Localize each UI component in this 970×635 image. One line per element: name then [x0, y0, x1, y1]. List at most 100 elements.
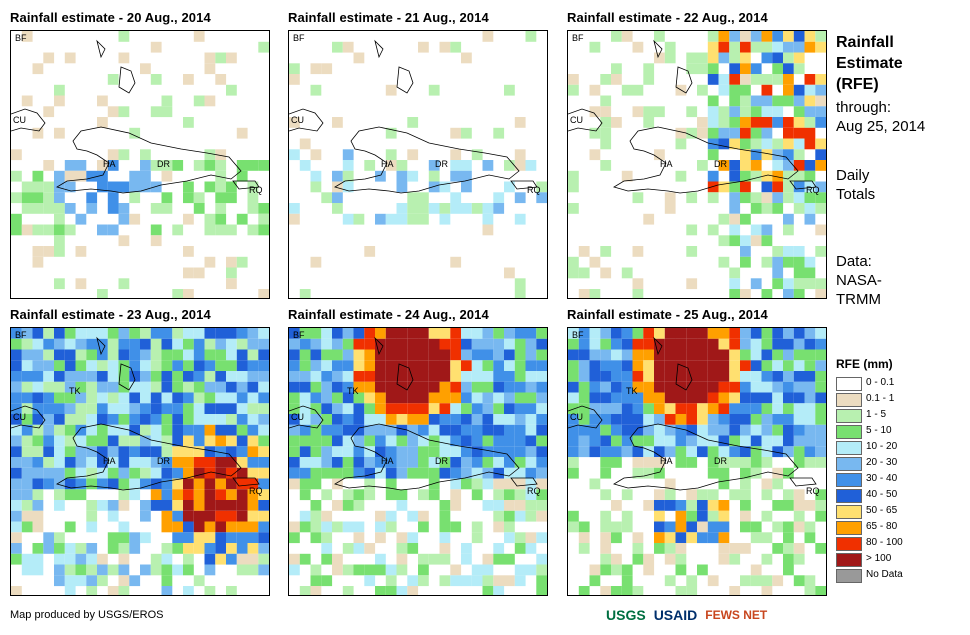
coastline [118, 363, 136, 391]
rainfall-cell [525, 371, 537, 382]
rainfall-cell [418, 203, 429, 214]
rainfall-cell [321, 532, 333, 544]
rainfall-cell [740, 106, 751, 118]
rainfall-cell [247, 446, 259, 458]
rainfall-cell [815, 74, 826, 85]
rainfall-cell [493, 403, 505, 415]
rainfall-cell [439, 41, 451, 53]
rainfall-cell [589, 414, 601, 425]
rainfall-cell [707, 360, 719, 372]
rainfall-cell [21, 392, 33, 404]
rainfall-cell [289, 338, 300, 350]
rainfall-cell [150, 414, 162, 425]
rainfall-cell [461, 338, 472, 350]
rainfall-cell [611, 360, 622, 372]
rainfall-cell [461, 203, 472, 214]
panel-title-2: Rainfall estimate - 21 Aug., 2014 [288, 10, 489, 25]
rainfall-cell [740, 349, 751, 361]
rainfall-cell [172, 371, 184, 382]
rainfall-cell [504, 467, 515, 479]
rainfall-cell [632, 403, 644, 415]
rainfall-cell [525, 489, 537, 501]
rainfall-cell [568, 392, 579, 404]
rainfall-cell [204, 63, 216, 75]
rainfall-cell [514, 328, 526, 339]
rainfall-cell [761, 31, 773, 42]
rainfall-cell [804, 256, 816, 268]
rainfall-cell [621, 349, 633, 361]
rainfall-cell [236, 349, 248, 361]
rainfall-cell [140, 564, 151, 576]
rainfall-cell [439, 424, 451, 436]
rainfall-cell [193, 381, 205, 393]
rainfall-cell [793, 457, 805, 468]
rainfall-cell [697, 510, 708, 522]
rainfall-cell [247, 192, 259, 204]
rainfall-cell [310, 84, 322, 96]
rainfall-cell [364, 489, 376, 501]
rainfall-cell [632, 457, 644, 468]
rainfall-cell [97, 371, 108, 382]
rainfall-cell [740, 446, 751, 458]
rainfall-cell [418, 328, 429, 339]
rainfall-cell [675, 435, 687, 447]
rainfall-cell [461, 181, 472, 193]
rainfall-cell [783, 160, 794, 171]
rainfall-cell [332, 553, 343, 565]
rainfall-cell [299, 360, 311, 372]
rainfall-cell [600, 160, 612, 171]
rainfall-cell [772, 203, 784, 214]
rainfall-cell [568, 381, 579, 393]
rainfall-cell [804, 349, 816, 361]
rainfall-cell [772, 31, 784, 42]
legend-swatch [836, 409, 862, 423]
rainfall-cell [236, 478, 248, 490]
rainfall-cell [600, 532, 612, 544]
rainfall-cell [129, 424, 141, 436]
rainfall-cell [118, 543, 130, 554]
rainfall-cell [353, 500, 365, 511]
rainfall-cell [493, 457, 505, 468]
rainfall-cell [183, 532, 194, 544]
rainfall-cell [471, 467, 483, 479]
rainfall-cell [375, 392, 386, 404]
rainfall-cell [750, 414, 762, 425]
rainfall-cell [804, 31, 816, 42]
rainfall-cell [600, 246, 612, 257]
rainfall-cell [418, 521, 429, 533]
rainfall-cell [600, 521, 612, 533]
rainfall-cell [11, 543, 22, 554]
rainfall-cell [342, 467, 354, 479]
rainfall-cell [299, 289, 311, 298]
rainfall-cell [611, 521, 622, 533]
rainfall-cell [418, 338, 429, 350]
rainfall-cell [761, 424, 773, 436]
rainfall-cell [729, 160, 741, 171]
rainfall-cell [611, 446, 622, 458]
rainfall-cell [258, 371, 269, 382]
rainfall-cell [364, 467, 376, 479]
rainfall-cell [193, 371, 205, 382]
rainfall-cell [707, 224, 719, 236]
rainfall-cell [332, 203, 343, 214]
rainfall-cell [140, 170, 151, 182]
rainfall-cell [215, 424, 227, 436]
rainfall-grid [11, 31, 269, 298]
rainfall-cell [299, 478, 311, 490]
rainfall-cell [536, 564, 547, 576]
rainfall-cell [183, 289, 194, 298]
rainfall-cell [600, 138, 612, 150]
rainfall-cell [815, 586, 826, 595]
rainfall-cell [589, 106, 601, 118]
rainfall-cell [215, 338, 227, 350]
label-ha: HA [660, 159, 673, 169]
rainfall-cell [150, 392, 162, 404]
rainfall-cell [236, 371, 248, 382]
rainfall-cell [407, 586, 419, 595]
rainfall-cell [258, 446, 269, 458]
rainfall-cell [740, 467, 751, 479]
rainfall-cell [193, 392, 205, 404]
rainfall-cell [761, 403, 773, 415]
rainfall-cell [342, 414, 354, 425]
rainfall-cell [118, 532, 130, 544]
